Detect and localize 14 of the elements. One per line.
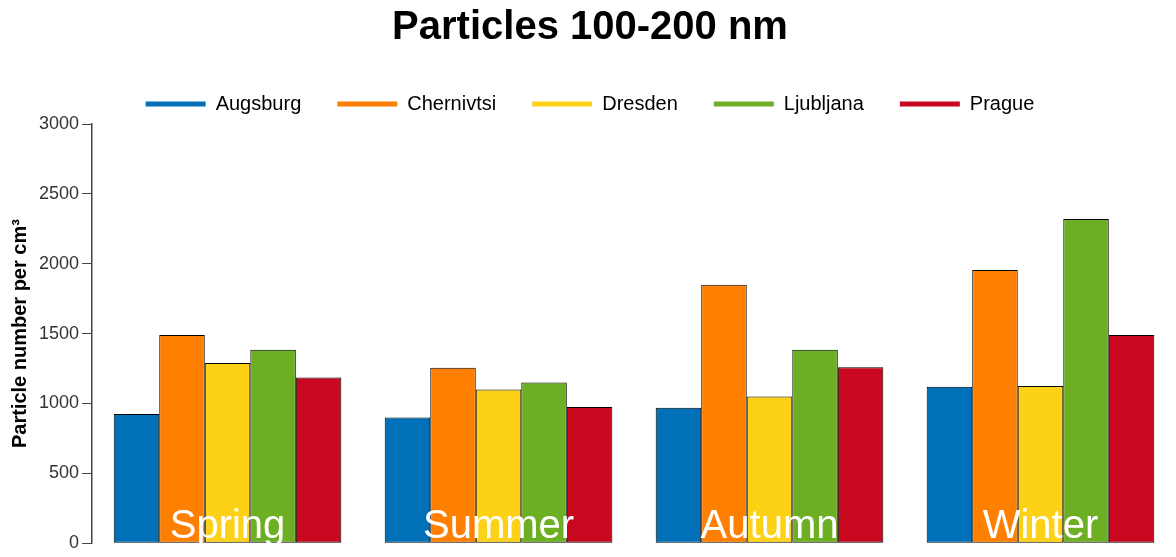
y-tick-label: 1500	[39, 322, 80, 343]
y-tick-label: 500	[49, 462, 80, 483]
legend-label: Augsburg	[215, 91, 302, 114]
y-tick-label: 0	[69, 532, 80, 553]
legend-label: Ljubljana	[783, 91, 865, 114]
y-axis-title: Particle number per cm³	[7, 218, 30, 449]
y-tick-label: 3000	[39, 112, 80, 133]
y-tick-label: 2500	[39, 182, 80, 203]
legend-label: Dresden	[602, 91, 678, 114]
legend-label: Chernivtsi	[407, 91, 497, 114]
legend-label: Prague	[969, 91, 1035, 114]
y-tick-label: 2000	[39, 252, 80, 273]
y-tick-label: 1000	[39, 392, 80, 413]
chart-title: Particles 100-200 nm	[392, 3, 788, 48]
